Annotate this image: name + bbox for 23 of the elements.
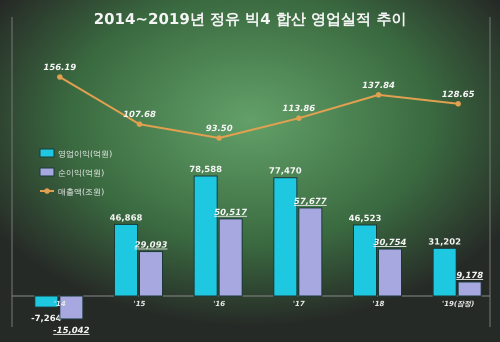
legend-label: 매출액(조원) <box>58 188 104 196</box>
data-label: 46,523 <box>348 214 382 224</box>
data-label: 9,178 <box>456 270 484 281</box>
data-label: 77,470 <box>268 166 302 177</box>
point <box>57 74 63 80</box>
legend-label: 영업이익(억원) <box>58 150 112 158</box>
legend-label: 순이익(억원) <box>58 168 104 178</box>
point <box>136 121 142 127</box>
data-label: 93.50 <box>206 124 233 134</box>
data-label: 46,868 <box>110 213 142 224</box>
data-label: 156.19 <box>43 63 76 73</box>
data-label: 78,588 <box>189 165 222 175</box>
data-label: 137.84 <box>362 80 395 91</box>
data-label: 107.68 <box>123 110 156 120</box>
chart-title: 2014~2019년 정유 빅4 합산 영업실적 추이 <box>94 10 406 28</box>
data-label: 128.65 <box>442 90 475 100</box>
point <box>376 92 382 98</box>
data-label: 31,202 <box>428 237 462 248</box>
data-label: 113.86 <box>282 104 316 114</box>
point <box>296 115 302 121</box>
point <box>455 101 461 107</box>
point <box>216 135 222 141</box>
data-label: -15,042 <box>53 326 90 336</box>
